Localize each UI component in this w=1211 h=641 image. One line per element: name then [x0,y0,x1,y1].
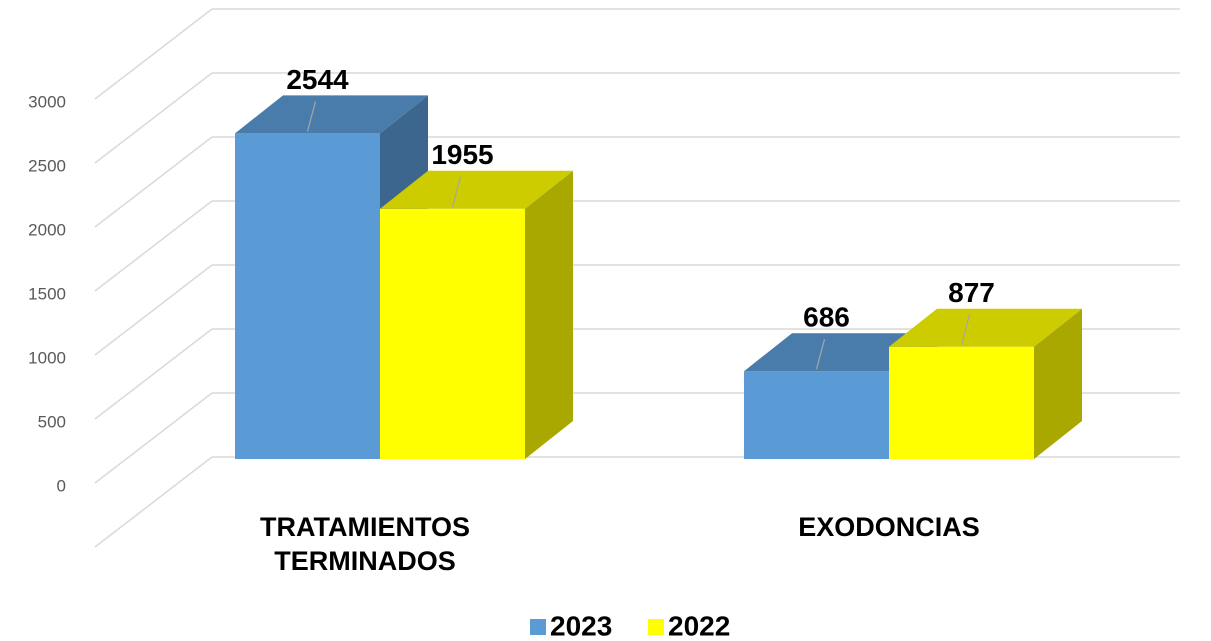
leader-line [451,176,462,207]
y-tick-label: 2500 [28,156,66,175]
y-tick-label: 1000 [28,348,66,367]
y-tick-label: 3000 [28,92,66,111]
value-label: 2544 [286,64,349,95]
legend-label: 2022 [668,610,730,641]
x-tick-label: TRATAMIENTOS TERMINADOS [260,512,470,576]
y-tick-label: 500 [38,412,66,431]
bar [235,133,380,460]
bar-side [1034,308,1082,459]
legend-label: 2023 [550,610,612,641]
value-label: 686 [803,302,850,333]
bar-side [525,170,573,459]
legend-swatch [530,619,546,635]
value-label: 877 [948,277,995,308]
grid-line [94,200,213,292]
y-tick-label: 1500 [28,284,66,303]
legend-swatch [648,619,664,635]
leader-line [960,314,971,345]
bar-top [889,308,1082,347]
grid-line [94,328,213,420]
grid-line [94,8,213,100]
value-label: 1955 [431,139,493,170]
y-tick-label: 2000 [28,220,66,239]
bar-top [380,170,573,209]
grid-line [94,136,213,228]
x-tick-label: EXODONCIAS [798,512,980,542]
bar [744,371,889,459]
bar-top [744,333,937,372]
leader-line [306,101,317,132]
bar [380,208,525,459]
grid-line [94,456,213,548]
grid-line [94,264,213,356]
y-tick-label: 0 [57,476,66,495]
grid-line [94,392,213,484]
grid-line [94,72,213,164]
bar-top [235,95,428,134]
bar [889,346,1034,459]
leader-line [815,339,826,370]
